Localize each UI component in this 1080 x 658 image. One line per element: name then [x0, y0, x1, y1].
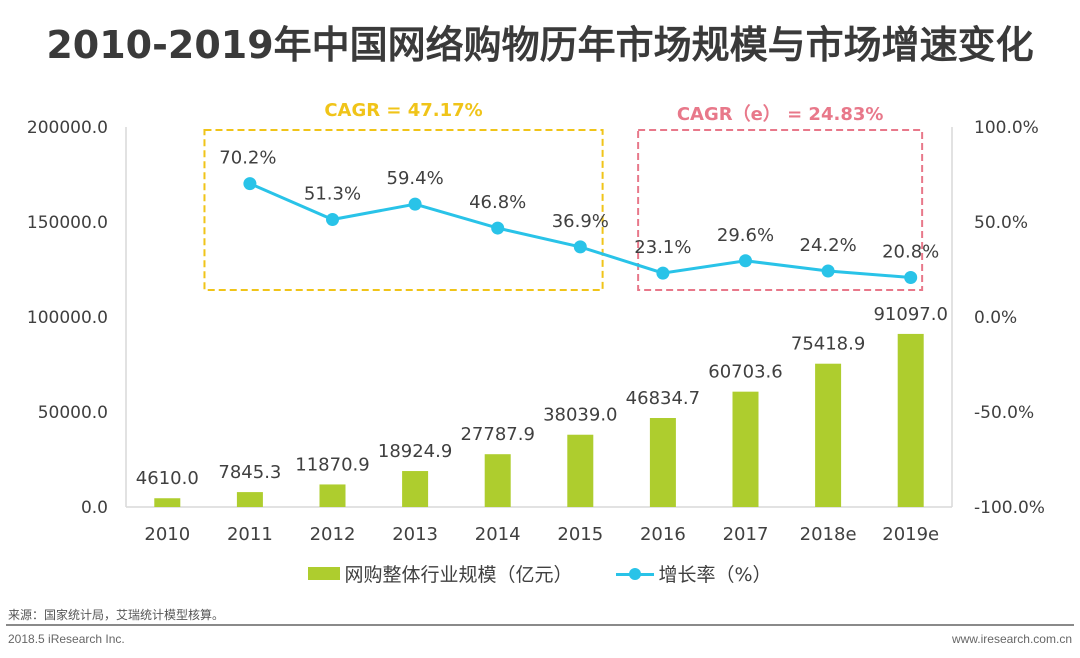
y-right-tick-label: 50.0% [974, 213, 1028, 233]
x-tick-label: 2019e [882, 524, 939, 545]
data-labels: 4610.0 7845.3 11870.9 18924.9 27787.9 38039.0… [136, 148, 948, 490]
bar [732, 391, 759, 507]
cagr-label: CAGR = 47.17% [324, 100, 482, 121]
growth-value-label: 29.6% [717, 225, 774, 246]
y-left-tick-label: 150000.0 [27, 213, 108, 233]
legend-bar-label: 网购整体行业规模（亿元） [344, 564, 573, 586]
bar [319, 484, 346, 507]
legend-line-label: 增长率（%） [658, 564, 772, 586]
growth-value-label: 70.2% [219, 148, 276, 169]
legend-bar-swatch-icon [308, 567, 341, 580]
bar-value-label: 75418.9 [791, 334, 865, 355]
y-right-tick-label: 100.0% [974, 118, 1039, 138]
growth-value-label: 24.2% [800, 235, 857, 256]
cagr-annotations: CAGR = 47.17% CAGR（e） = 24.83% [203, 100, 924, 291]
bar [236, 492, 263, 507]
bar-value-label: 18924.9 [378, 441, 452, 462]
bar-value-label: 7845.3 [218, 462, 281, 483]
growth-value-label: 59.4% [387, 168, 444, 189]
footer-website: www.iresearch.com.cn [951, 632, 1072, 646]
bar [154, 498, 181, 507]
y-right-tick-label: -100.0% [974, 498, 1045, 518]
bar-value-label: 60703.6 [708, 362, 782, 383]
x-tick-label: 2012 [310, 524, 356, 545]
chart-title: 2010-2019年中国网络购物历年市场规模与市场增速变化 [46, 23, 1034, 67]
growth-point [656, 266, 670, 280]
legend-item-line: 增长率（%） [616, 560, 772, 587]
x-tick-label: 2014 [475, 524, 521, 545]
x-tick-label: 2016 [640, 524, 686, 545]
growth-value-label: 36.9% [552, 211, 609, 232]
y-left-tick-label: 200000.0 [27, 118, 108, 138]
source-note: 来源：国家统计局，艾瑞统计模型核算。 [8, 608, 225, 622]
growth-point [326, 213, 339, 227]
legend-line-marker-icon [616, 567, 655, 581]
growth-value-label: 20.8% [882, 241, 939, 262]
growth-point [491, 221, 505, 235]
line-series [243, 177, 918, 284]
y-right-tick-label: -50.0% [974, 403, 1034, 423]
bar [897, 333, 924, 507]
growth-point [243, 177, 257, 191]
bar-value-label: 91097.0 [873, 304, 947, 325]
y-left-tick-label: 50000.0 [38, 403, 108, 423]
growth-value-label: 23.1% [634, 237, 691, 258]
footer-divider [6, 624, 1074, 626]
x-tick-label: 2011 [227, 524, 273, 545]
x-tick-label: 2010 [144, 524, 190, 545]
growth-point [904, 270, 918, 284]
bar-value-label: 4610.0 [136, 468, 199, 489]
footer-copyright: 2018.5 iResearch Inc. [8, 632, 125, 646]
bar [484, 454, 511, 507]
cagr-label: CAGR（e） = 24.83% [677, 104, 884, 125]
growth-point [573, 240, 587, 254]
axes: 0.0 50000.0 100000.0 150000.0 200000.0 -100.0… [27, 118, 1045, 545]
growth-point [739, 254, 752, 268]
x-tick-label: 2013 [392, 524, 438, 545]
y-right-tick-label: 0.0% [974, 308, 1017, 328]
growth-value-label: 51.3% [304, 184, 361, 205]
growth-point [408, 197, 422, 211]
bar [815, 363, 842, 507]
bar-series [154, 333, 924, 507]
x-tick-label: 2015 [557, 524, 603, 545]
bar-value-label: 46834.7 [626, 388, 700, 409]
growth-value-label: 46.8% [469, 192, 526, 213]
x-tick-label: 2018e [800, 524, 857, 545]
y-left-tick-label: 100000.0 [27, 308, 108, 328]
legend: 网购整体行业规模（亿元） 增长率（%） [0, 560, 1080, 587]
bar-value-label: 11870.9 [295, 454, 369, 475]
x-tick-label: 2017 [723, 524, 769, 545]
bar-value-label: 27787.9 [460, 424, 534, 445]
bar [567, 434, 594, 507]
cagr-box [203, 129, 604, 291]
bar [649, 418, 676, 507]
chart-canvas: 0.0 50000.0 100000.0 150000.0 200000.0 -100.0… [27, 100, 1045, 545]
y-left-tick-label: 0.0 [81, 498, 108, 518]
cagr-box [637, 129, 924, 291]
growth-point [821, 264, 835, 278]
bar [402, 471, 429, 507]
bar-value-label: 38039.0 [543, 405, 617, 426]
legend-item-bar: 网购整体行业规模（亿元） [308, 560, 572, 587]
